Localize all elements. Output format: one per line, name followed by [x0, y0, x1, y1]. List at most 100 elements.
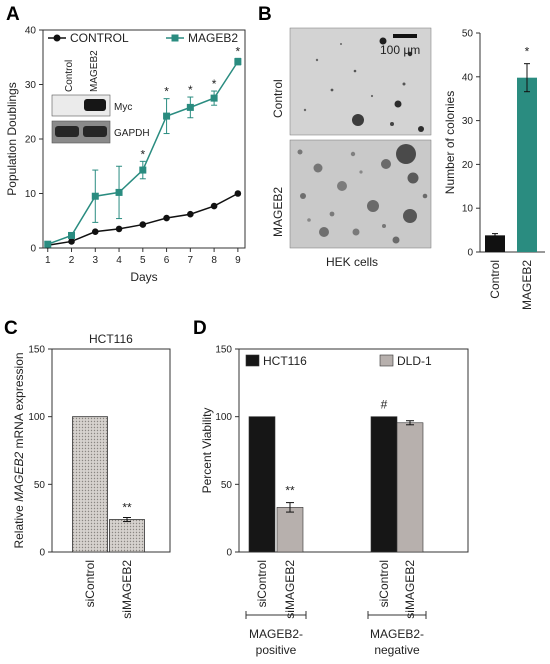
- y-tick-label: 20: [25, 135, 37, 146]
- data-point-mageb2: [186, 103, 194, 111]
- panel-d-plot-frame: [238, 348, 469, 553]
- significance-marker: *: [212, 77, 217, 91]
- y-tick-label: 40: [25, 26, 37, 37]
- data-point-control: [91, 228, 99, 235]
- legend-label-hct116: HCT116: [263, 354, 307, 368]
- bar-simageb2: [109, 519, 145, 553]
- panel-d-bar-chart: 0 50 100 150 Percent Viability HCT116 DLD-1 siC…: [200, 345, 469, 657]
- panel-b-letter: B: [258, 4, 272, 25]
- y-tick-label: 150: [215, 345, 232, 356]
- data-point-mageb2: [163, 112, 171, 120]
- data-point-mageb2: [68, 231, 76, 239]
- micrograph-mageb2: [289, 139, 432, 249]
- x-tick-label: Control: [488, 260, 502, 299]
- x-tick-label: siMAGEB2: [403, 560, 417, 619]
- scale-bar-label: 100 µm: [380, 43, 420, 57]
- y-tick-label: 0: [226, 548, 232, 559]
- significance-marker: **: [122, 500, 132, 514]
- panel-a-line-chart: CONTROL MAGEB2 Control MAGEB2 Myc GAPDH …: [5, 26, 246, 284]
- y-tick-label: 40: [462, 72, 474, 83]
- x-tick-label: siMAGEB2: [283, 560, 297, 619]
- legend-swatch-dld-1: [379, 354, 394, 367]
- x-tick-label: 8: [211, 255, 217, 266]
- series-line-control: [47, 192, 239, 247]
- significance-marker: *: [140, 147, 145, 161]
- legend-control-label: CONTROL: [70, 31, 129, 45]
- x-tick-label: 3: [93, 255, 99, 266]
- data-point-control: [163, 214, 170, 222]
- significance-marker: *: [188, 83, 193, 97]
- data-point-control: [139, 221, 147, 228]
- legend-mageb2-marker: [171, 34, 179, 42]
- x-tick-label: 2: [69, 255, 75, 266]
- data-point-control: [187, 210, 194, 218]
- blot-lane-mageb2: MAGEB2: [89, 50, 100, 92]
- y-tick-label: 50: [462, 29, 474, 40]
- y-axis-label: Percent Viability: [200, 408, 214, 494]
- blot-gapdh-band-control: [55, 126, 79, 137]
- data-point-control: [115, 225, 123, 233]
- data-point-control: [210, 202, 218, 210]
- panel-d-letter: D: [193, 318, 207, 339]
- y-tick-label: 50: [34, 480, 46, 491]
- x-tick-label: siControl: [83, 560, 97, 607]
- y-axis-label: Relative MAGEB2 mRNA expression: [12, 352, 26, 548]
- y-tick-label: 50: [221, 480, 233, 491]
- x-tick-label: siControl: [255, 560, 269, 607]
- legend-control-marker: [53, 34, 61, 42]
- micrograph-row-label-control: Control: [271, 79, 285, 118]
- data-point-mageb2: [44, 240, 52, 248]
- y-tick-label: 20: [462, 160, 474, 171]
- data-point-control: [68, 238, 75, 245]
- y-axis-label-prefix: Relative: [12, 502, 26, 549]
- x-tick-label: 7: [188, 255, 194, 266]
- legend-mageb2-label: MAGEB2: [188, 31, 238, 45]
- y-axis-label-suffix: mRNA expression: [12, 352, 26, 451]
- y-tick-label: 0: [39, 548, 45, 559]
- bar-control: [485, 235, 505, 252]
- blot-myc-band: [84, 99, 106, 111]
- x-tick-label: siControl: [377, 560, 391, 607]
- data-point-control: [234, 190, 242, 197]
- y-tick-label: 100: [215, 412, 232, 423]
- blot-lane-control: Control: [64, 60, 75, 92]
- x-tick-label: 5: [140, 255, 146, 266]
- x-tick-label: 9: [235, 255, 241, 266]
- panel-c-title: HCT116: [89, 332, 133, 346]
- legend-swatch-hct116: [245, 354, 260, 367]
- y-tick-label: 150: [28, 345, 45, 356]
- y-tick-label: 30: [462, 116, 474, 127]
- bar-simageb2: [396, 422, 424, 553]
- y-tick-label: 100: [28, 412, 45, 423]
- data-point-mageb2: [91, 192, 99, 200]
- x-axis-label: Days: [130, 270, 157, 284]
- y-tick-label: 0: [30, 244, 36, 255]
- y-tick-label: 30: [25, 80, 37, 91]
- y-axis-label-gene: MAGEB2: [12, 452, 26, 502]
- micrograph-caption: HEK cells: [326, 255, 378, 269]
- x-tick-label: siMAGEB2: [120, 560, 134, 619]
- panel-a-letter: A: [6, 4, 20, 25]
- data-point-mageb2: [210, 94, 218, 102]
- x-tick-label: MAGEB2: [520, 260, 534, 310]
- y-axis-label: Number of colonies: [443, 91, 457, 194]
- significance-marker: **: [285, 484, 295, 498]
- bar-sicontrol: [248, 416, 276, 553]
- x-tick-label: 1: [45, 255, 51, 266]
- bar-mageb2: [517, 77, 537, 253]
- bar-sicontrol: [370, 416, 398, 553]
- data-point-mageb2: [139, 166, 147, 174]
- legend-label-dld-1: DLD-1: [397, 354, 432, 368]
- significance-marker: *: [525, 45, 530, 59]
- significance-marker: *: [164, 85, 169, 99]
- micrograph-control: 100 µm: [289, 27, 432, 136]
- x-tick-label: 4: [116, 255, 122, 266]
- blot-gapdh-band-mageb2: [83, 126, 107, 137]
- blot-gapdh-label: GAPDH: [114, 128, 150, 139]
- group-label: MAGEB2-negative: [370, 627, 424, 657]
- y-tick-label: 10: [462, 204, 474, 215]
- panel-b: 100 µm Control MAGEB2 HEK cells: [271, 27, 432, 269]
- y-tick-label: 10: [25, 189, 37, 200]
